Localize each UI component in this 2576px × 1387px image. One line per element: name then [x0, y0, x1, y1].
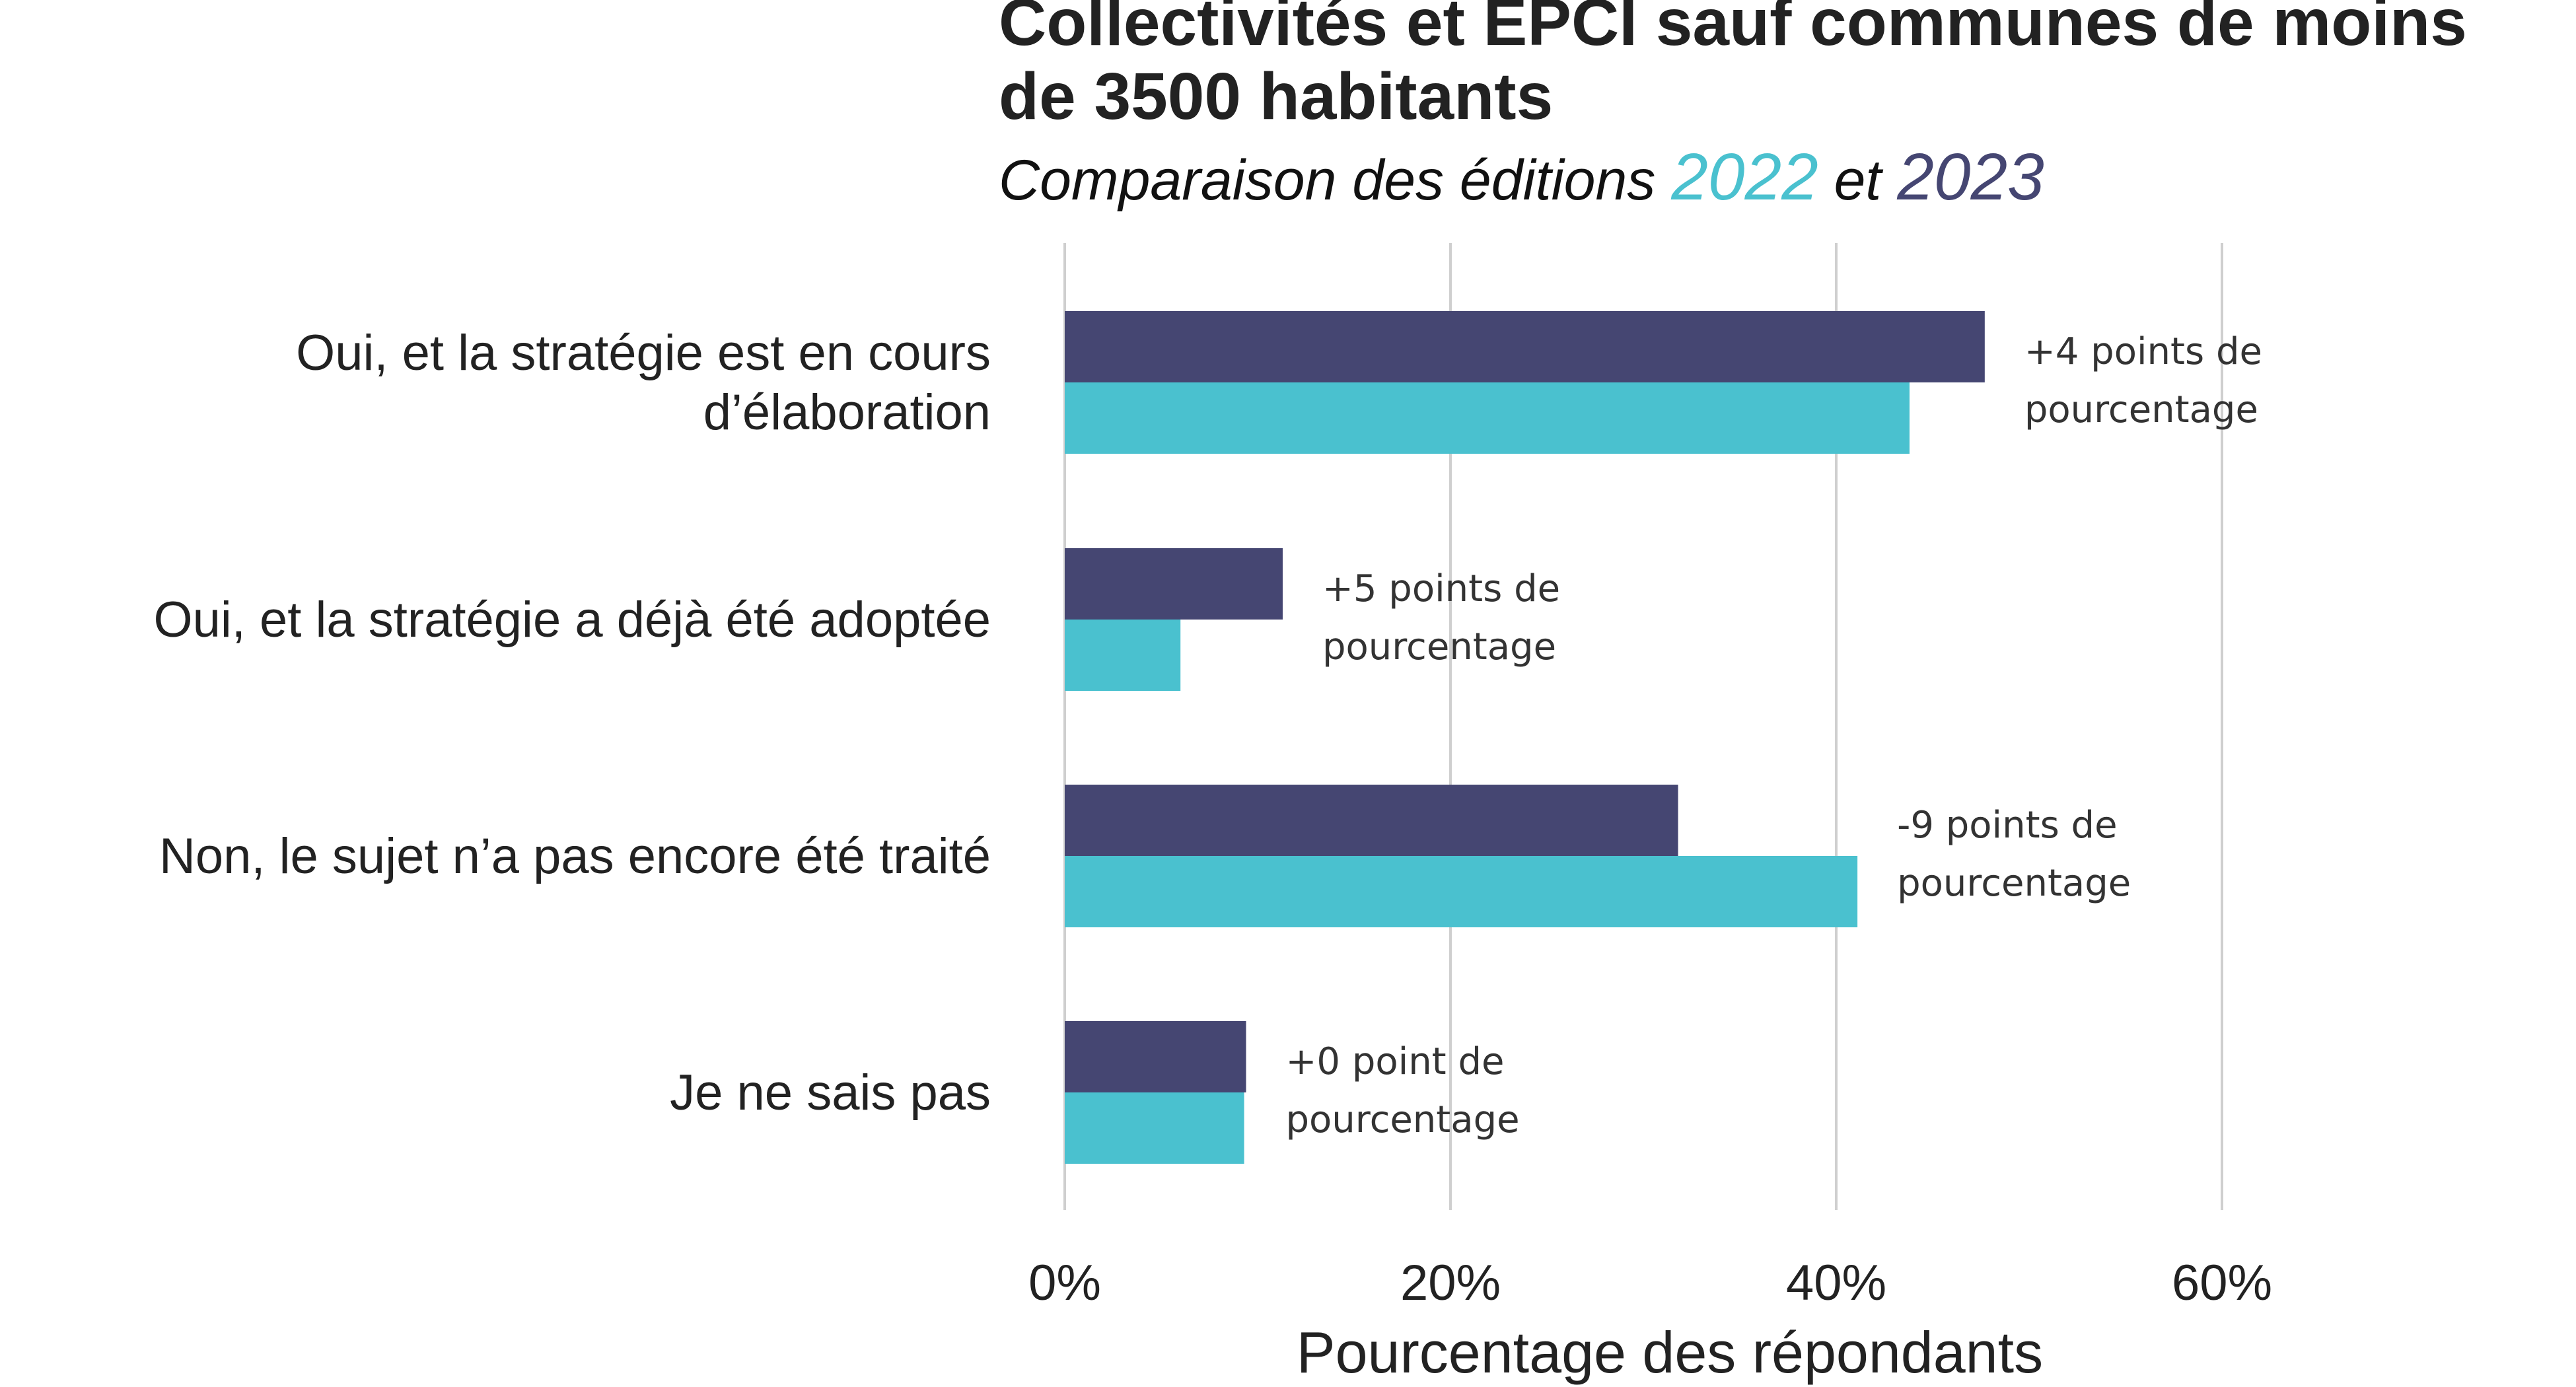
category-label: d’élaboration: [703, 384, 991, 441]
x-tick-label: 20%: [1400, 1255, 1501, 1311]
difference-annotation: +5 points de: [1322, 567, 1560, 610]
difference-annotation: pourcentage: [1322, 625, 1556, 668]
x-axis-ticks: 0% 20% 40% 60%: [1028, 1255, 2272, 1311]
difference-annotation: -9 points de: [1897, 804, 2117, 847]
category-labels: Oui, et la stratégie est en coursd’élabo…: [153, 325, 991, 1121]
difference-annotation: pourcentage: [2024, 388, 2258, 431]
bar-2023: [1065, 548, 1283, 620]
bar-2022: [1065, 856, 1858, 927]
bar-2022: [1065, 1092, 1244, 1164]
bar-2022: [1065, 620, 1181, 691]
difference-annotation: +4 points de: [2024, 330, 2262, 373]
bar-2023: [1065, 1021, 1246, 1092]
chart-title: Collectivités et EPCI sauf communes de m…: [999, 0, 2467, 133]
subtitle-year-2022: 2022: [1671, 140, 1818, 214]
x-axis-title: Pourcentage des répondants: [1297, 1320, 2043, 1385]
bar-2023: [1065, 785, 1678, 856]
bars: [1065, 311, 1985, 1164]
difference-annotation: pourcentage: [1897, 862, 2131, 905]
chart-subtitle: Comparaison des éditions 2022 et 2023: [999, 144, 2044, 213]
bar-2023: [1065, 311, 1985, 382]
category-label: Je ne sais pas: [670, 1065, 991, 1121]
subtitle-prefix: Comparaison des éditions: [999, 149, 1672, 212]
bar-2022: [1065, 382, 1910, 454]
category-label: Oui, et la stratégie est en cours: [296, 325, 991, 381]
difference-annotation: pourcentage: [1285, 1098, 1519, 1141]
category-label: Oui, et la stratégie a déjà été adoptée: [153, 592, 991, 648]
x-tick-label: 60%: [2172, 1255, 2272, 1311]
category-label: Non, le sujet n’a pas encore été traité: [159, 828, 991, 884]
subtitle-middle: et: [1818, 149, 1898, 212]
x-tick-label: 40%: [1786, 1255, 1886, 1311]
subtitle-year-2023: 2023: [1897, 140, 2044, 214]
difference-annotation: +0 point de: [1285, 1040, 1504, 1083]
annotations: +4 points de pourcentage +5 points de pourc…: [1285, 330, 2262, 1141]
x-tick-label: 0%: [1028, 1255, 1101, 1311]
